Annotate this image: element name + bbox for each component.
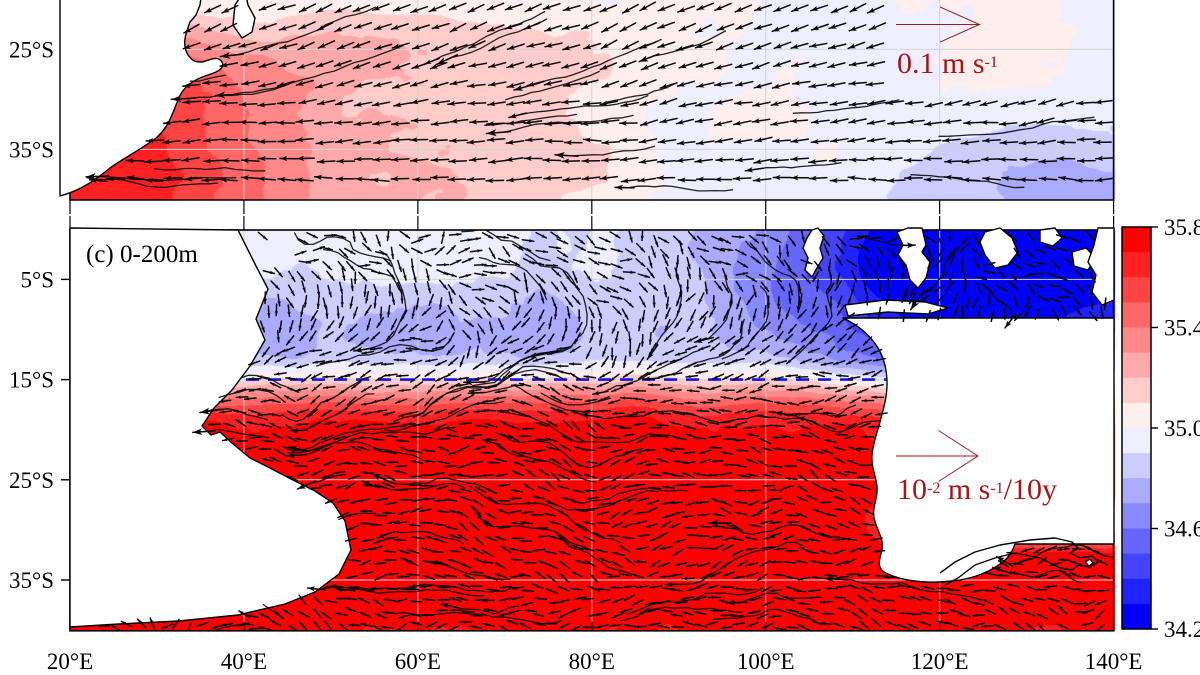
svg-text:10-2 m s-1/10y: 10-2 m s-1/10y <box>897 473 1057 506</box>
svg-text:15°S: 15°S <box>9 368 54 393</box>
svg-text:5°S: 5°S <box>21 267 55 292</box>
svg-text:40°E: 40°E <box>221 649 267 674</box>
svg-text:35.8: 35.8 <box>1164 215 1200 240</box>
svg-text:80°E: 80°E <box>569 649 615 674</box>
svg-text:25°S: 25°S <box>9 468 54 493</box>
svg-text:35°S: 35°S <box>9 568 54 593</box>
svg-text:60°E: 60°E <box>395 649 441 674</box>
svg-text:0.1 m s-1: 0.1 m s-1 <box>897 47 998 80</box>
svg-text:35.4: 35.4 <box>1164 316 1200 341</box>
svg-text:(c) 0-200m: (c) 0-200m <box>86 241 198 268</box>
svg-text:35°S: 35°S <box>9 137 54 162</box>
svg-text:34.6: 34.6 <box>1164 517 1200 542</box>
svg-text:20°E: 20°E <box>47 649 93 674</box>
svg-text:120°E: 120°E <box>911 649 969 674</box>
svg-text:100°E: 100°E <box>737 649 795 674</box>
svg-text:35.0: 35.0 <box>1164 416 1200 441</box>
svg-text:25°S: 25°S <box>9 37 54 62</box>
svg-text:140°E: 140°E <box>1085 649 1143 674</box>
svg-text:34.2: 34.2 <box>1164 617 1200 642</box>
